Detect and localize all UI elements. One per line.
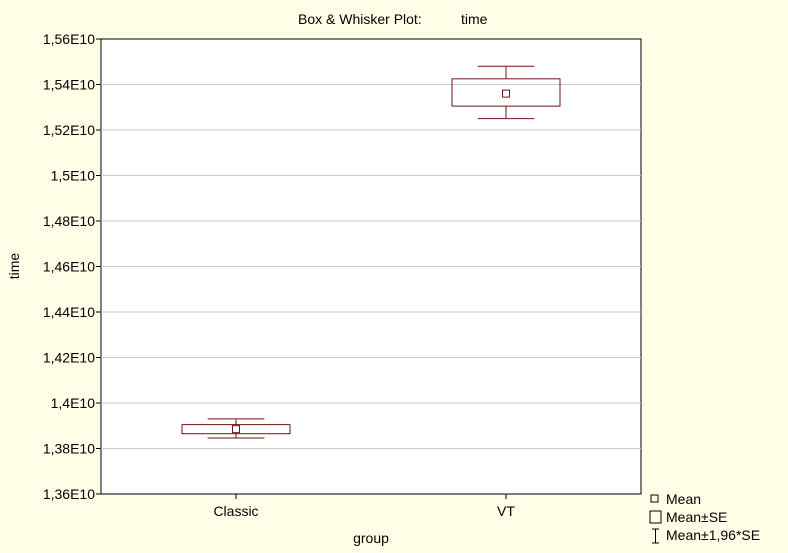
legend-se-swatch	[649, 510, 662, 524]
box-group-vt	[451, 65, 561, 120]
mean-marker	[232, 425, 240, 434]
x-axis-label: group	[353, 530, 389, 546]
y-tick-label: 1,56E10	[43, 31, 95, 47]
box-group-classic	[181, 418, 291, 439]
y-tick-label: 1,46E10	[43, 259, 95, 275]
legend-whisker-label: Mean±1,96*SE	[666, 527, 760, 543]
mean-marker	[502, 89, 510, 98]
y-tick-label: 1,42E10	[43, 350, 95, 366]
y-tick-label: 1,38E10	[43, 441, 95, 457]
y-tick-label: 1,44E10	[43, 304, 95, 320]
y-tick-label: 1,36E10	[43, 486, 95, 502]
legend-mean-label: Mean	[666, 491, 701, 507]
chart-title-variable: time	[461, 11, 488, 27]
legend-whisker-swatch	[652, 528, 659, 544]
x-tick-label: Classic	[213, 503, 258, 519]
legend-mean-swatch	[650, 494, 659, 503]
legend: Mean Mean±SE Mean±1,96*SE	[649, 491, 760, 544]
se-box	[451, 78, 561, 107]
y-tick-label: 1,54E10	[43, 77, 95, 93]
chart-title-prefix: Box & Whisker Plot:	[298, 11, 422, 27]
x-tick-label: VT	[497, 503, 515, 519]
y-tick-label: 1,4E10	[51, 395, 96, 411]
y-axis-label: time	[6, 253, 22, 280]
y-tick-label: 1,5E10	[51, 168, 96, 184]
y-tick-label: 1,48E10	[43, 213, 95, 229]
se-box	[181, 424, 291, 435]
y-tick-label: 1,52E10	[43, 122, 95, 138]
legend-se-label: Mean±SE	[666, 509, 727, 525]
